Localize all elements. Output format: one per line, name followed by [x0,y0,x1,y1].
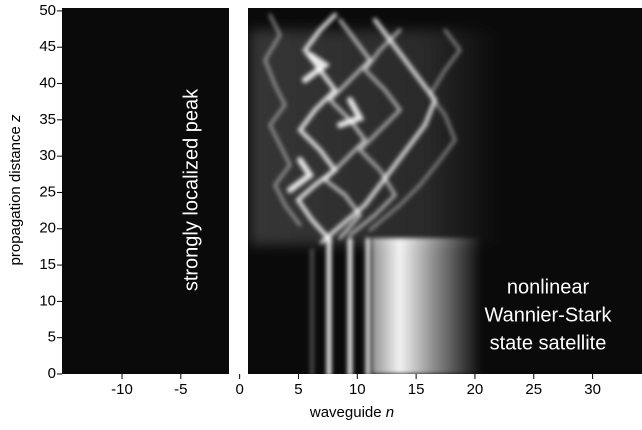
y-tick-label: 5 [48,329,56,346]
y-tick-label: 45 [39,38,56,55]
annotation: state satellite [490,332,607,354]
x-axis-symbol: n [386,404,394,421]
x-tick-label: 10 [349,381,366,398]
x-tick-label: 30 [584,381,601,398]
annotation: Wannier-Stark [484,304,612,326]
x-tick-label: 5 [294,381,302,398]
x-tick-label: 15 [408,381,425,398]
annotation: nonlinear [507,276,590,298]
x-tick-label: 20 [467,381,484,398]
x-tick-label: -10 [111,381,133,398]
x-axis-label: waveguide n [309,404,394,421]
y-tick-label: 35 [39,111,56,128]
y-tick-label: 25 [39,183,56,200]
y-tick-label: 0 [48,365,56,382]
y-axis-symbol: z [7,114,24,123]
y-tick-label: 10 [39,292,56,309]
x-axis-label-text: waveguide [309,404,382,421]
x-tick-label: 25 [525,381,542,398]
y-tick-label: 30 [39,147,56,164]
y-tick-label: 40 [39,74,56,91]
y-axis-label: propagation distance z [7,114,24,265]
y-tick-label: 15 [39,256,56,273]
annotation: strongly localized peak [180,88,202,291]
y-axis-label-text: propagation distance [7,126,24,265]
x-tick-label: -5 [174,381,187,398]
heatmap-image [62,8,642,377]
y-tick-label: 20 [39,220,56,237]
y-tick-label: 50 [39,2,56,19]
x-tick-label: 0 [235,381,243,398]
